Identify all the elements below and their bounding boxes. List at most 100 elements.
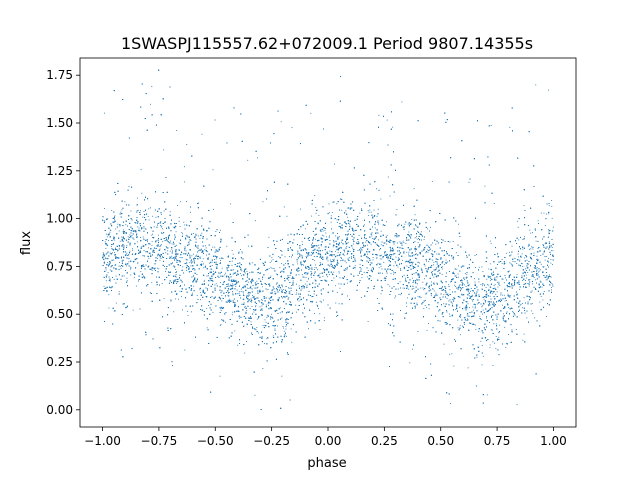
data-point [465, 286, 467, 287]
data-point [272, 259, 274, 261]
data-point [277, 325, 279, 327]
data-point [215, 283, 217, 285]
data-point [533, 252, 535, 254]
data-point [427, 249, 429, 251]
data-point [159, 248, 161, 250]
data-point [281, 238, 283, 240]
data-point [549, 281, 551, 283]
data-point [337, 252, 339, 254]
data-point [190, 211, 192, 213]
data-point [126, 265, 128, 267]
data-point [341, 241, 343, 243]
data-point [402, 240, 404, 242]
data-point [211, 296, 213, 297]
data-point [220, 229, 221, 231]
data-point [150, 226, 152, 228]
data-point [377, 221, 379, 223]
data-point [228, 302, 230, 303]
data-point [494, 291, 496, 293]
data-point [232, 253, 234, 255]
data-point [328, 237, 330, 239]
data-point [530, 248, 532, 250]
data-point [454, 339, 455, 341]
data-point [546, 256, 548, 257]
data-point [341, 209, 343, 211]
data-point [299, 254, 301, 255]
data-point [301, 241, 303, 243]
data-point [488, 284, 490, 286]
data-point [118, 291, 120, 293]
data-point [143, 250, 145, 251]
data-point [372, 256, 374, 258]
data-point [176, 244, 178, 246]
data-point [173, 311, 175, 313]
data-point [408, 261, 410, 263]
data-point [170, 240, 172, 242]
data-point [195, 281, 197, 283]
data-point [490, 280, 492, 282]
data-point [552, 283, 554, 285]
data-point [230, 203, 232, 205]
data-point [259, 309, 261, 311]
data-point [540, 295, 542, 297]
data-point [438, 310, 440, 312]
data-point [247, 159, 249, 161]
data-point [113, 254, 115, 256]
data-point [513, 283, 515, 285]
data-point [304, 261, 305, 263]
data-point [550, 259, 552, 261]
data-point [133, 238, 135, 240]
data-point [376, 232, 378, 234]
data-point [214, 251, 216, 253]
data-point [520, 257, 522, 258]
data-point [444, 240, 446, 242]
data-point [283, 327, 285, 329]
data-point [184, 166, 185, 168]
data-point [109, 231, 111, 233]
data-point [422, 287, 424, 289]
data-point [415, 250, 416, 252]
data-point [212, 274, 214, 276]
data-point [537, 274, 539, 276]
data-point [308, 254, 310, 256]
data-point [414, 281, 416, 283]
data-point [267, 278, 269, 279]
data-point [501, 259, 503, 260]
data-point [176, 283, 177, 284]
data-point [162, 241, 164, 243]
data-point [199, 237, 201, 239]
data-point [432, 288, 434, 290]
data-point [314, 195, 316, 196]
data-point [406, 265, 408, 267]
data-point [241, 251, 243, 253]
data-point [448, 300, 450, 302]
data-point [411, 277, 413, 279]
data-point [343, 254, 345, 256]
data-point [519, 304, 521, 306]
data-point [436, 261, 438, 263]
data-point [538, 283, 540, 285]
data-point [359, 263, 361, 265]
data-point [301, 274, 303, 276]
data-point [286, 215, 288, 217]
data-point [212, 311, 214, 313]
data-point [540, 250, 542, 252]
data-point [136, 241, 138, 243]
data-point [313, 272, 315, 274]
data-point [347, 242, 349, 244]
data-point [541, 286, 543, 288]
data-point [511, 285, 513, 287]
data-point [297, 253, 299, 255]
data-point [531, 258, 533, 260]
data-point [361, 277, 363, 279]
data-point [160, 224, 161, 226]
data-point [447, 293, 449, 295]
data-point [433, 290, 435, 292]
data-point [460, 334, 461, 336]
data-point [298, 285, 300, 287]
data-point [196, 274, 198, 275]
data-point [136, 210, 138, 212]
data-point [520, 303, 522, 305]
data-point [318, 308, 320, 310]
